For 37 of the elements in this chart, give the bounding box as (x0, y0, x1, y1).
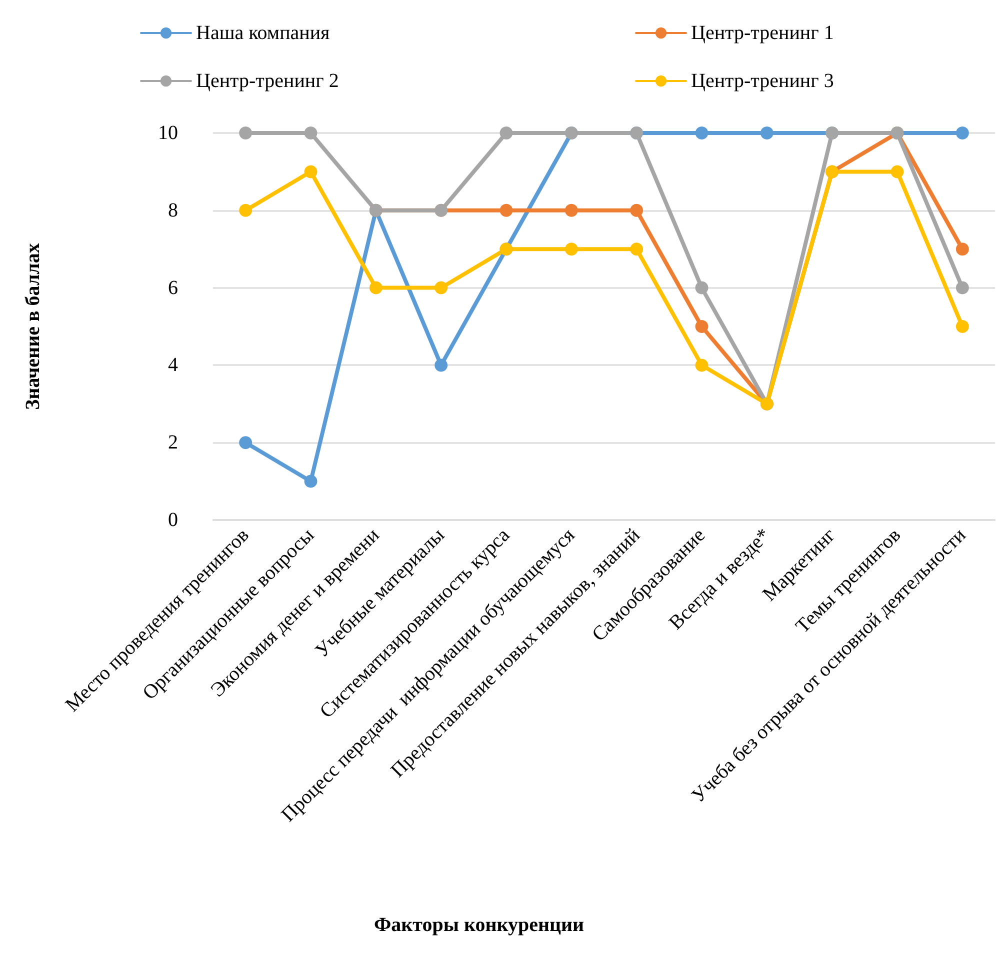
point (369, 281, 382, 294)
y-tick-label: 10 (158, 122, 178, 144)
x-axis-title: Факторы конкуренции (374, 914, 584, 936)
legend-label: Центр-тренинг 1 (691, 22, 834, 44)
point (695, 281, 708, 294)
point (434, 358, 448, 372)
point (564, 242, 578, 256)
point (239, 204, 252, 217)
point (500, 126, 513, 140)
y-tick-label: 4 (168, 354, 178, 376)
point (695, 358, 708, 372)
point (500, 204, 513, 217)
point (630, 204, 644, 217)
y-tick-label: 0 (168, 509, 178, 531)
point (304, 474, 318, 488)
point (695, 320, 708, 333)
legend-label: Центр-тренинг 3 (691, 70, 834, 92)
point (630, 242, 644, 256)
legend-label: Центр-тренинг 2 (196, 70, 339, 92)
y-axis-title: Значение в баллах (22, 243, 44, 410)
point (434, 281, 448, 294)
point (956, 126, 969, 140)
y-tick-label: 8 (168, 199, 178, 222)
y-tick-label: 6 (168, 276, 178, 299)
point (956, 320, 969, 333)
point (304, 165, 318, 178)
point (564, 204, 578, 217)
point (890, 165, 904, 178)
point (304, 126, 318, 140)
point (956, 281, 969, 294)
point (239, 436, 252, 450)
point (239, 126, 252, 140)
point (695, 126, 708, 140)
legend-label: Наша компания (196, 22, 330, 44)
y-tick-label: 2 (168, 432, 178, 454)
point (760, 126, 774, 140)
point (956, 242, 969, 256)
